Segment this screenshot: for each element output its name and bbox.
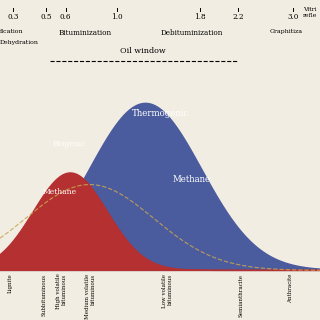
Text: Subbituminous: Subbituminous — [41, 274, 46, 316]
Text: Oil window: Oil window — [120, 47, 166, 55]
Text: Lignite: Lignite — [8, 274, 13, 293]
Text: Methane: Methane — [42, 188, 76, 196]
Text: Thermogenic: Thermogenic — [132, 109, 188, 118]
Text: Methane: Methane — [173, 175, 211, 184]
Text: Graphitiza: Graphitiza — [270, 29, 303, 34]
Text: 0.3: 0.3 — [7, 13, 19, 21]
Text: 3.0: 3.0 — [287, 13, 299, 21]
Text: Anthracite: Anthracite — [288, 274, 293, 303]
Text: 0.6: 0.6 — [60, 13, 71, 21]
Text: High volatile
bituminous: High volatile bituminous — [56, 274, 67, 309]
Text: Debituminization: Debituminization — [161, 29, 223, 37]
Text: Low volatile
bituminous: Low volatile bituminous — [162, 274, 173, 308]
Text: Biogenic: Biogenic — [52, 140, 85, 148]
Text: Semianthracite: Semianthracite — [238, 274, 243, 316]
Text: Dehydration: Dehydration — [0, 40, 39, 45]
Text: Medium volatile
bituminous: Medium volatile bituminous — [85, 274, 96, 319]
Text: Vitri
refle: Vitri refle — [302, 7, 317, 18]
Text: 0.5: 0.5 — [41, 13, 52, 21]
Text: 1.0: 1.0 — [111, 13, 123, 21]
Text: 2.2: 2.2 — [233, 13, 244, 21]
Text: Bituminization: Bituminization — [58, 29, 111, 37]
Text: 1.8: 1.8 — [194, 13, 206, 21]
Text: fication: fication — [0, 29, 23, 34]
